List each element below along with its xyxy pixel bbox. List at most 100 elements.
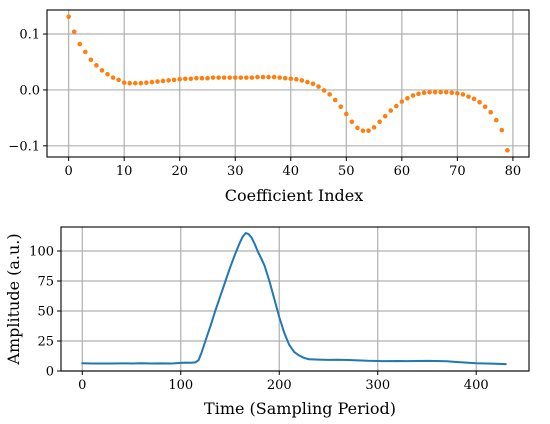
coefficient-point [305,79,310,85]
coefficient-point [227,75,232,80]
coefficient-point [244,75,249,80]
amplitude-line [81,232,507,366]
coefficient-point [366,128,371,134]
coefficient-point [505,147,510,153]
coefficient-point [460,92,466,97]
coefficient-point [371,125,377,130]
coefficient-point [205,75,210,81]
coefficient-point [188,76,194,82]
top-plot-frame [46,9,530,158]
x-tick-label: 30 [227,164,244,179]
coefficient-point [421,90,427,96]
coefficient-point [493,117,499,123]
x-tick-label: 200 [267,378,292,393]
coefficient-point [199,75,205,81]
coefficient-point [255,74,260,80]
coefficient-point [355,125,360,131]
coefficient-point [182,76,188,82]
coefficient-point [138,80,144,86]
coefficient-point [344,111,349,117]
coefficient-point [316,84,321,89]
coefficient-point [155,79,160,84]
top-panel-coefficients: 0 10 20 30 40 50 60 70 80 −0.1 0.0 0.1 Coefficient … [8,9,530,205]
coefficient-point [288,76,294,82]
coefficient-point [282,75,288,81]
coefficient-point [382,113,388,119]
bottom-ticks: 0 100 200 300 400 0 25 50 75 100 [29,245,488,394]
coefficient-point [321,88,327,93]
coefficient-point [377,119,382,125]
top-grid [47,10,529,157]
y-tick-label: 0 [46,365,54,380]
coefficient-point [338,104,344,109]
coefficient-point [210,75,216,80]
coefficient-point [427,89,432,95]
coefficient-point [294,77,299,82]
x-tick-label: 300 [365,378,390,393]
x-tick-label: 100 [168,378,193,393]
coefficient-point [66,14,71,20]
y-tick-label: 50 [37,305,54,320]
x-tick-label: 70 [449,164,466,179]
bottom-x-axis-label: Time (Sampling Period) [204,399,396,418]
coefficient-point [455,90,460,96]
coefficient-point [432,89,438,95]
x-tick-label: 60 [394,164,411,179]
coefficient-point [160,78,166,84]
coefficient-point [277,75,282,80]
x-tick-label: 20 [171,164,188,179]
top-x-axis-label: Coefficient Index [225,186,364,205]
x-tick-label: 400 [464,378,489,393]
coefficient-point [116,77,121,83]
coefficient-point [299,78,305,83]
coefficient-point [132,80,138,86]
y-tick-label: 25 [37,335,54,350]
coefficient-point [327,92,332,97]
coefficient-point [110,75,116,80]
coefficient-point [88,57,94,63]
coefficient-point [194,75,199,81]
coefficient-point [83,49,88,55]
x-tick-label: 0 [65,164,73,179]
coefficient-point [144,80,149,85]
x-tick-label: 80 [505,164,522,179]
coefficient-point [149,79,155,85]
coefficient-point [177,77,183,82]
coefficient-point [416,91,421,97]
coefficient-point [127,80,133,86]
coefficient-point [71,29,77,35]
coefficient-point [438,89,444,95]
coefficient-point [121,80,127,85]
coefficient-point [171,77,177,83]
y-tick-label: 75 [37,275,54,290]
coefficient-point [477,99,482,105]
coefficient-point [360,128,366,134]
coefficient-point [310,81,316,87]
coefficient-point [393,103,399,109]
coefficient-point [499,127,505,133]
y-tick-label: 100 [29,245,54,260]
coefficient-point [410,93,416,98]
coefficient-point [271,74,277,80]
coefficient-point [166,78,171,83]
coefficient-point [388,108,394,113]
coefficient-point [249,75,255,80]
coefficient-point [449,90,455,96]
x-tick-label: 40 [283,164,300,179]
bottom-plot-frame [60,226,530,372]
coefficient-point [399,99,405,104]
coefficient-point [260,74,266,80]
bottom-data-line [81,232,507,366]
coefficient-point [466,94,471,99]
coefficient-point [443,89,449,95]
coefficient-point [77,41,83,47]
coefficient-point [216,75,221,80]
x-tick-label: 0 [78,378,86,393]
bottom-y-axis-label: Amplitude (a.u.) [4,233,23,365]
coefficient-point [232,75,238,80]
coefficient-point [332,97,338,103]
coefficient-point [488,109,493,115]
y-tick-label: 0.1 [19,28,40,43]
coefficient-point [99,68,105,73]
